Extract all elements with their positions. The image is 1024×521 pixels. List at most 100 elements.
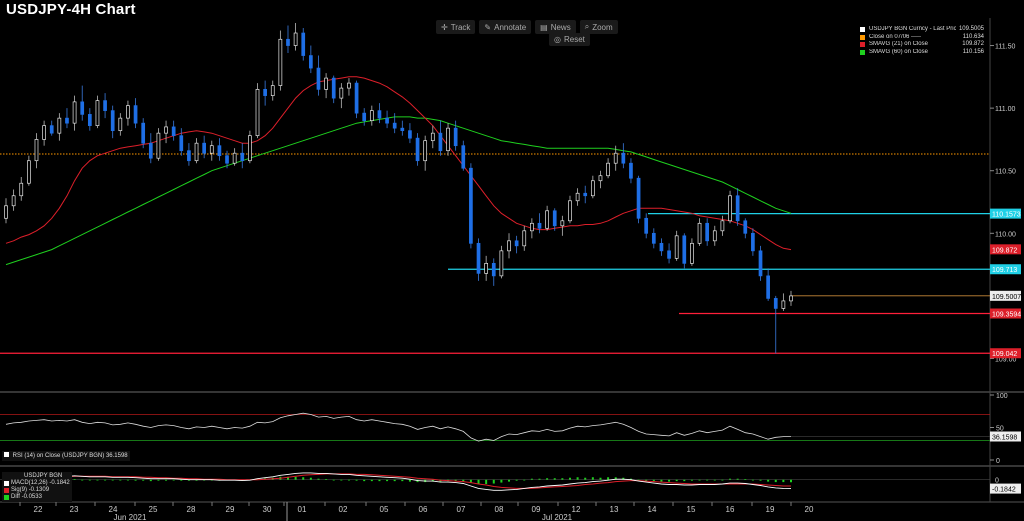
candle-body (461, 145, 466, 169)
candle-body (148, 142, 153, 159)
candle-body (209, 145, 214, 154)
legend-value: 109.5005 (958, 26, 984, 32)
macd-histogram-bar (523, 479, 526, 481)
macd-histogram-bar (576, 477, 579, 480)
x-tick-label: 24 (109, 505, 118, 514)
macd-histogram-bar (645, 479, 648, 481)
diff-value: -0.0533 (21, 494, 42, 500)
macd-histogram-bar (736, 478, 739, 480)
candle-body (743, 220, 748, 234)
macd-histogram-bar (286, 476, 289, 480)
candle-body (735, 195, 740, 222)
candle-body (568, 200, 572, 222)
legend-swatch (860, 42, 865, 48)
x-tick-label: 28 (187, 505, 196, 514)
candle-body (560, 220, 565, 227)
legend-label: USDJPY BGN Curncy - Last Price (869, 26, 956, 32)
macd-histogram-bar (119, 479, 122, 481)
month-label: Jul 2021 (542, 513, 573, 521)
sig-value: -0.1309 (28, 487, 50, 493)
candle-body (331, 77, 336, 99)
candle-body (19, 182, 24, 197)
x-tick-label: 22 (34, 505, 43, 514)
candle-body (469, 167, 473, 244)
candle-body (248, 135, 252, 162)
price-label-text: 109.872 (992, 247, 1017, 254)
macd-histogram-bar (325, 479, 328, 480)
candle-body (728, 195, 732, 222)
zoom-label: Zoom (592, 22, 613, 32)
macd-value-text: -0.1842 (992, 487, 1016, 494)
x-tick-label: 06 (419, 505, 428, 514)
macd-histogram-bar (729, 478, 732, 480)
rsi-line (5, 412, 792, 442)
reset-button[interactable]: ◎ Reset (549, 33, 590, 46)
candle-body (278, 38, 283, 86)
sma60-line (5, 116, 792, 266)
macd-histogram-bar (675, 479, 678, 482)
macd-histogram-bar (332, 479, 335, 481)
candle-body (476, 242, 481, 274)
macd-histogram-bar (782, 479, 785, 483)
candle-body (339, 87, 344, 99)
news-button[interactable]: ▤ News (535, 20, 576, 34)
candle-body (171, 126, 176, 137)
candle-body (636, 177, 641, 219)
candle-body (522, 230, 527, 247)
candle-body (4, 205, 8, 219)
x-tick-label: 13 (610, 505, 619, 514)
zoom-button[interactable]: ⌕ Zoom (579, 20, 618, 34)
macd-histogram-bar (591, 477, 594, 480)
price-label-box (990, 264, 1021, 275)
x-tick-label: 20 (805, 505, 814, 514)
macd-histogram-bar (706, 479, 709, 481)
macd-histogram-bar (683, 479, 686, 482)
price-label-box (990, 290, 1021, 301)
price-label: 109.713 (990, 264, 1021, 275)
candle-body (667, 250, 671, 259)
macd-histogram-bar (134, 479, 137, 481)
candle-body (263, 89, 267, 96)
macd-histogram-bar (751, 479, 754, 481)
candle-body (789, 295, 793, 302)
annotate-button[interactable]: ✎ Annotate (479, 20, 532, 34)
rsi-legend-label: RSI (14) on Close (USDJPY BGN) (12, 453, 105, 459)
candle-body (11, 195, 16, 207)
price-label-text: 109.713 (992, 267, 1017, 274)
y-tick-label: 110.00 (995, 231, 1016, 238)
candle-body (781, 300, 786, 309)
candle-body (369, 110, 374, 121)
macd-histogram-bar (142, 479, 145, 481)
rsi-y-tick-label: 0 (996, 458, 1000, 465)
candle-body (598, 175, 603, 182)
macd-histogram-bar (538, 478, 541, 480)
macd-histogram-bar (629, 478, 632, 480)
candle-body (430, 132, 435, 142)
candle-body (202, 142, 207, 154)
price-label: 109.3594 (990, 308, 1021, 319)
macd-histogram-bar (477, 479, 480, 485)
price-label-box (990, 348, 1021, 359)
candle-body (514, 240, 519, 247)
candle-body (72, 101, 77, 124)
macd-histogram-bar (88, 479, 91, 481)
track-button[interactable]: ✛ Track (436, 20, 476, 34)
macd-histogram-bar (401, 479, 404, 482)
x-tick-label: 08 (495, 505, 504, 514)
candle-body (751, 232, 755, 252)
macd-histogram-bar (698, 479, 701, 481)
candle-body (141, 122, 146, 144)
candle-body (156, 132, 161, 159)
price-label-text: 109.3594 (992, 311, 1021, 318)
macd-histogram-bar (690, 479, 693, 481)
price-label: 109.5007 (990, 290, 1021, 301)
candle-body (362, 112, 367, 121)
macd-histogram-bar (355, 479, 358, 481)
candle-body (613, 152, 618, 164)
macd-histogram-bar (317, 478, 320, 480)
x-tick-label: 15 (687, 505, 696, 514)
macd-histogram-bar (500, 479, 503, 483)
candle-body (575, 192, 580, 202)
candle-body (385, 117, 389, 124)
